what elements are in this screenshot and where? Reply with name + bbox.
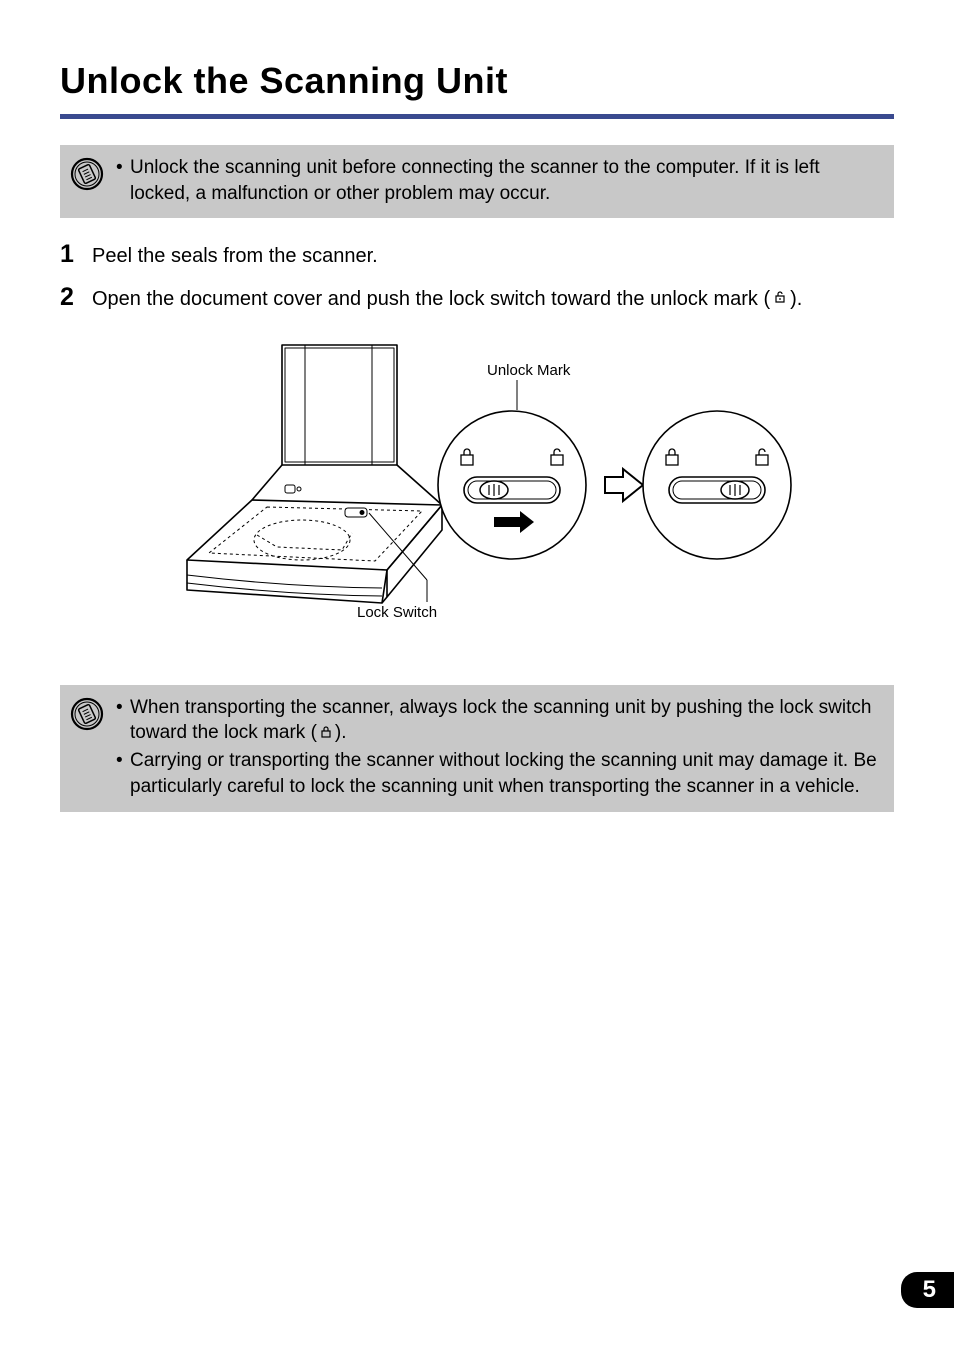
steps-list: 1 Peel the seals from the scanner. 2 Ope… [60, 236, 894, 315]
page-content: Unlock the Scanning Unit Unlock the scan… [0, 0, 954, 870]
page-title: Unlock the Scanning Unit [60, 60, 894, 102]
step-number: 1 [60, 236, 82, 272]
unlock-icon [772, 285, 788, 314]
note-icon [70, 155, 104, 191]
unlock-diagram: Unlock Mark Lock Switch [157, 335, 797, 645]
note1-item: Unlock the scanning unit before connecti… [116, 155, 878, 206]
note-box-bottom: When transporting the scanner, always lo… [60, 685, 894, 812]
lock-icon [319, 721, 333, 747]
step-1: 1 Peel the seals from the scanner. [60, 236, 894, 272]
step-number: 2 [60, 279, 82, 315]
title-rule [60, 114, 894, 119]
note-text-top: Unlock the scanning unit before connecti… [116, 155, 878, 208]
note2-item-0: When transporting the scanner, always lo… [116, 695, 878, 746]
step2-before: Open the document cover and push the loc… [92, 288, 770, 310]
note-box-top: Unlock the scanning unit before connecti… [60, 145, 894, 218]
step-text: Open the document cover and push the loc… [92, 285, 894, 314]
lock-switch-label: Lock Switch [357, 604, 437, 621]
unlock-mark-label: Unlock Mark [487, 362, 571, 379]
note-text-bottom: When transporting the scanner, always lo… [116, 695, 878, 802]
note2-item0-after: ). [335, 722, 347, 743]
step-text: Peel the seals from the scanner. [92, 242, 894, 271]
note2-item-1: Carrying or transporting the scanner wit… [116, 748, 878, 799]
step-2: 2 Open the document cover and push the l… [60, 279, 894, 315]
note2-item0-before: When transporting the scanner, always lo… [130, 697, 871, 744]
note-icon [70, 695, 104, 731]
page-number: 5 [901, 1272, 954, 1308]
step2-after: ). [790, 288, 802, 310]
